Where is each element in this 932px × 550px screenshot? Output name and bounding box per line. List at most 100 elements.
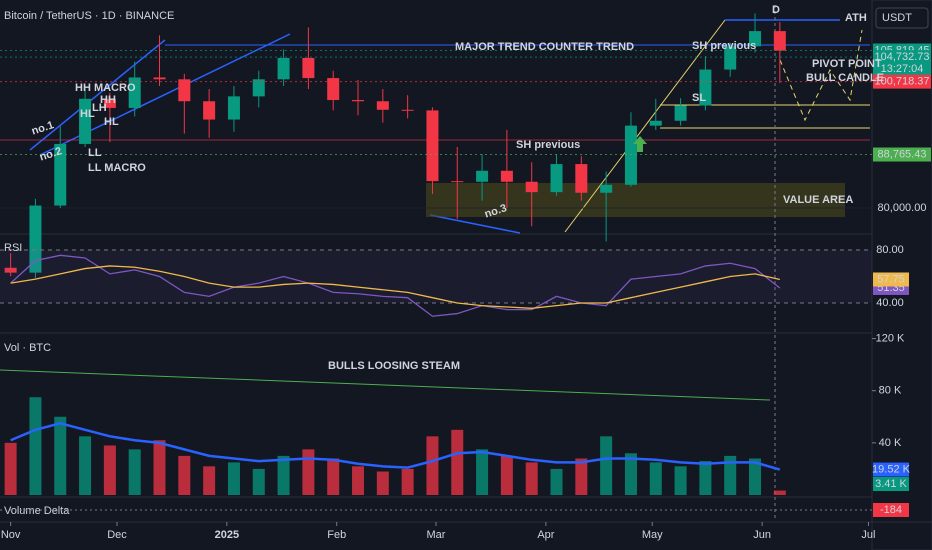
volume-bar [550, 468, 563, 495]
candle-body [426, 110, 439, 182]
candle-body [128, 77, 141, 108]
annotation: ATH [845, 12, 867, 24]
candle-body [674, 105, 687, 121]
candle-body [476, 170, 489, 182]
candle-body [203, 101, 216, 120]
annotation: LL MACRO [88, 162, 146, 174]
candle-body [4, 267, 17, 273]
volume-bar [525, 462, 538, 495]
annotation: LH [92, 102, 107, 114]
price-label-box [873, 50, 931, 77]
volume-bar [352, 466, 365, 495]
volume-bar [575, 458, 588, 495]
x-tick-label: Mar [427, 529, 446, 541]
candle-body [624, 125, 637, 185]
annotation: HH MACRO [75, 82, 136, 94]
annotation: HH [100, 94, 116, 106]
annotation: HL [80, 108, 95, 120]
candle-body [79, 98, 92, 144]
candle-body [153, 77, 166, 80]
candle-body [227, 96, 240, 120]
candle-body [376, 101, 389, 110]
annotation: SL [692, 92, 706, 104]
volume-bar [79, 436, 92, 495]
volume-bar [724, 455, 737, 495]
trend-line [29, 39, 166, 151]
rsi-line [10, 265, 780, 309]
value-label: -184 [880, 504, 902, 516]
annotation: VALUE AREA [783, 194, 853, 206]
countdown: 13:27:04 [881, 63, 924, 75]
volume-bar [476, 449, 489, 495]
annotation: MAJOR TREND COUNTER TREND [455, 41, 634, 53]
candle-body [327, 78, 340, 101]
value-box [873, 272, 909, 287]
y-tick-label: 80 K [879, 385, 902, 397]
volume-bar [426, 436, 439, 495]
candle-body [54, 143, 67, 206]
volume-bar [624, 453, 637, 495]
candle-body [773, 31, 786, 51]
price-label-box [873, 74, 931, 89]
x-tick-label: Jun [753, 529, 771, 541]
value-box [873, 503, 909, 517]
price-label-box [873, 147, 931, 162]
y-tick-label: 80.00 [876, 244, 904, 256]
x-tick-label: 2025 [215, 529, 239, 541]
volume-bar [773, 490, 786, 495]
currency: USDT [882, 12, 912, 24]
volume-bar [203, 466, 216, 495]
y-tick-label: 40 K [879, 437, 902, 449]
volume-bar [649, 462, 662, 495]
candle-body [103, 98, 116, 108]
x-tick-label: Feb [327, 529, 346, 541]
candle-body [29, 205, 42, 273]
value-label: 19.52 K [872, 463, 911, 475]
volume-bar [153, 440, 166, 495]
volume-bar [327, 458, 340, 495]
candle-body [252, 79, 265, 97]
volume-bar [103, 445, 116, 495]
panel-title: Volume Delta [4, 505, 70, 517]
annotation: HL [104, 116, 119, 128]
volume-bar [128, 449, 141, 495]
annotation: SH previous [692, 40, 756, 52]
annotation: D [772, 4, 780, 16]
rsi-line [10, 254, 781, 317]
candle-body [525, 181, 538, 193]
y-tick-label: 40.00 [876, 297, 904, 309]
value-box [873, 477, 909, 491]
panel-title: RSI [4, 242, 22, 254]
candle-body [575, 164, 588, 193]
candle-body [500, 170, 513, 182]
volume-bar [674, 466, 687, 495]
volume-bar [54, 416, 67, 495]
chart-title: Bitcoin / TetherUS · 1D · BINANCE [4, 10, 174, 22]
y-tick-label: 80,000.00 [878, 202, 927, 214]
volume-bar [4, 442, 17, 495]
candle-body [352, 100, 365, 102]
x-tick-label: Apr [537, 529, 554, 541]
annotation: SH previous [516, 139, 580, 151]
x-tick-label: May [642, 529, 663, 541]
rsi-band [0, 250, 872, 303]
annotation: BULL CANDLE [806, 72, 884, 84]
volume-bar [302, 449, 315, 495]
candle-body [178, 79, 191, 102]
candle-body [649, 120, 662, 126]
y-tick-label: 120 K [876, 332, 905, 344]
x-tick-label: Jul [861, 529, 875, 541]
candle-body [302, 57, 315, 79]
candle-body [600, 184, 613, 193]
annotation: BULLS LOOSING STEAM [328, 360, 460, 372]
candle-body [699, 69, 712, 106]
candle-body [550, 164, 563, 193]
volume-bar [500, 455, 513, 495]
candle-body [277, 57, 290, 80]
arrow [633, 136, 647, 152]
panel-title: Vol · BTC [4, 342, 51, 354]
x-tick-label: Dec [107, 529, 127, 541]
candle-body [724, 46, 737, 70]
